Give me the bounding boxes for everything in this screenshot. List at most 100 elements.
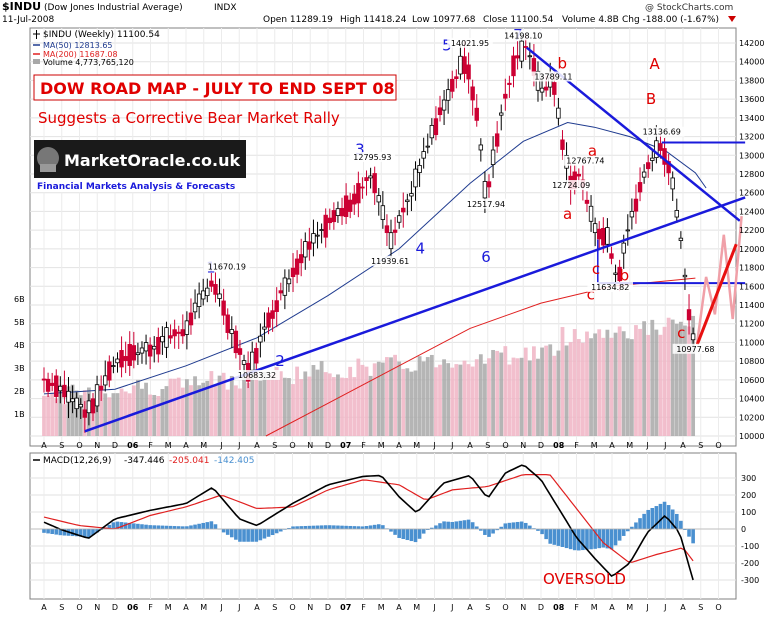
wave-label: 6: [481, 248, 491, 266]
x-tick-label: J: [645, 441, 648, 450]
candle-body: [605, 227, 610, 245]
volume-bar: [287, 378, 291, 436]
volume-bar: [258, 380, 263, 436]
candle-body: [560, 139, 565, 150]
volume-bar: [613, 332, 618, 436]
candle-body: [90, 398, 96, 414]
macd-histogram-bar: [658, 503, 663, 529]
volume-bar: [487, 358, 491, 436]
price-label: 12724.09: [552, 181, 590, 190]
candle-body: [311, 233, 316, 244]
volume-bar: [417, 356, 422, 436]
macd-histogram-bar: [499, 526, 504, 529]
candle-body: [147, 344, 153, 357]
volume-bar: [172, 378, 177, 436]
macd-histogram-bar: [642, 513, 646, 529]
macd-histogram-bar: [434, 525, 438, 529]
volume-bar: [629, 339, 634, 436]
candle-body: [123, 356, 128, 361]
macd-x-tick-label: J: [237, 603, 240, 612]
macd-histogram-bar: [609, 529, 614, 550]
macd-x-tick-label: D: [538, 603, 544, 612]
candle-body: [417, 165, 422, 173]
macd-histogram-bar: [425, 529, 430, 530]
candle-body: [241, 360, 247, 365]
price-label: 13136.69: [643, 128, 681, 137]
annotation-title: DOW ROAD MAP - JULY TO END SEPT 08: [40, 79, 395, 98]
candle-body: [376, 195, 381, 203]
macd-histogram-bar: [654, 506, 659, 529]
logo-box: [34, 140, 246, 178]
macd-x-tick-label: 06: [127, 603, 139, 612]
x-tick-label: M: [626, 441, 633, 450]
x-tick-label: A: [183, 441, 189, 450]
macd-histogram-bar: [523, 522, 528, 529]
macd-histogram-bar: [132, 523, 136, 529]
macd-histogram-bar: [209, 521, 214, 529]
volume-bar: [393, 354, 397, 436]
x-tick-label: J: [219, 441, 222, 450]
macd-histogram-bar: [679, 520, 683, 529]
macd-histogram-bar: [585, 529, 589, 550]
macd-histogram-bar: [483, 529, 487, 535]
volume-bar: [336, 374, 340, 436]
macd-x-tick-label: A: [680, 603, 686, 612]
volume-bar: [429, 354, 434, 436]
macd-histogram-bar: [107, 524, 112, 529]
volume-bar: [687, 326, 691, 436]
macd-tick-label: 100: [741, 508, 756, 517]
macd-histogram-bar: [548, 529, 553, 544]
x-tick-label: D: [538, 441, 544, 450]
macd-x-tick-label: O: [715, 603, 721, 612]
volume-bar: [331, 377, 336, 436]
symbol: $INDU: [2, 0, 41, 13]
candle-body: [209, 280, 214, 287]
candle-body: [217, 293, 222, 299]
macd-x-tick-label: J: [663, 603, 666, 612]
candle-body: [143, 342, 149, 352]
candle-body: [188, 312, 194, 326]
volume-bar: [401, 368, 406, 436]
volume-bar: [519, 357, 524, 436]
macd-histogram-bar: [140, 524, 144, 529]
volume-bar: [507, 364, 512, 436]
logo-emblem-icon: [37, 147, 59, 169]
candle-body: [470, 86, 475, 101]
macd-histogram-bar: [352, 526, 357, 529]
price-label: 10683.32: [238, 371, 276, 380]
macd-x-tick-label: A: [41, 603, 47, 612]
volume-bar: [536, 358, 540, 436]
price-label: 14198.10: [504, 31, 542, 40]
candle-body: [494, 133, 500, 147]
oversold-label: OVERSOLD: [543, 570, 626, 588]
volume-bar: [662, 326, 667, 436]
candle-body: [543, 86, 549, 91]
macd-histogram-bar: [119, 522, 124, 529]
macd-x-tick-label: O: [502, 603, 508, 612]
watermark: @ StockCharts.com: [645, 3, 733, 13]
macd-histogram-bar: [315, 525, 320, 529]
volume-bar: [515, 358, 520, 436]
x-tick-label: A: [41, 441, 47, 450]
candle-body: [527, 55, 533, 58]
macd-x-tick-label: S: [485, 603, 490, 612]
candle-body: [360, 186, 365, 189]
volume-bar: [168, 378, 173, 436]
volume-bar: [442, 359, 446, 436]
price-label-bg: [562, 155, 609, 166]
macd-histogram-bar: [332, 525, 336, 529]
macd-x-tick-label: D: [325, 603, 331, 612]
candle-body: [690, 333, 696, 341]
candle-body: [539, 87, 545, 93]
macd-histogram-bar: [87, 529, 91, 538]
candle-body: [250, 351, 255, 371]
macd-histogram-bar: [168, 525, 173, 529]
candle-body: [674, 210, 679, 218]
candle-body: [45, 378, 51, 392]
volume-bar: [131, 385, 136, 436]
volume-bar: [589, 338, 593, 436]
macd-x-tick-label: O: [76, 603, 82, 612]
volume-bar: [532, 346, 536, 436]
volume-bar: [123, 391, 128, 436]
